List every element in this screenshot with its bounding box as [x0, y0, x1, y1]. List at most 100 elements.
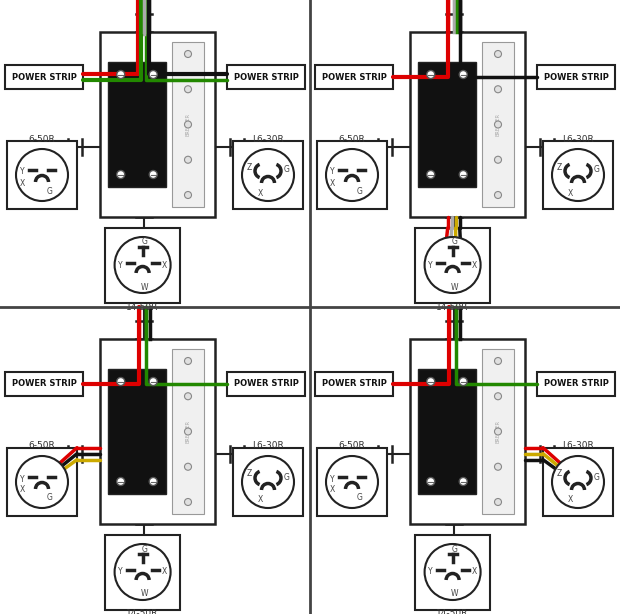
FancyBboxPatch shape — [233, 448, 303, 516]
Text: G: G — [451, 545, 458, 553]
Circle shape — [495, 499, 502, 505]
FancyBboxPatch shape — [418, 62, 476, 187]
FancyBboxPatch shape — [5, 65, 83, 89]
Text: W: W — [141, 282, 148, 292]
Text: 6-50R: 6-50R — [339, 441, 365, 451]
Text: X: X — [472, 567, 477, 577]
Circle shape — [427, 71, 435, 79]
Circle shape — [185, 156, 192, 163]
Text: BREAKER: BREAKER — [495, 420, 500, 443]
FancyBboxPatch shape — [105, 535, 180, 610]
Circle shape — [427, 378, 435, 386]
Text: X: X — [257, 495, 263, 505]
Circle shape — [16, 456, 68, 508]
FancyBboxPatch shape — [315, 65, 393, 89]
Circle shape — [459, 171, 467, 179]
Text: Y: Y — [428, 567, 433, 577]
Text: POWER STRIP: POWER STRIP — [322, 72, 386, 82]
Circle shape — [117, 71, 125, 79]
FancyBboxPatch shape — [100, 339, 215, 524]
Text: L6-30R: L6-30R — [562, 134, 594, 144]
Circle shape — [185, 357, 192, 365]
Text: Z: Z — [246, 470, 252, 478]
Circle shape — [326, 456, 378, 508]
Text: X: X — [162, 260, 167, 270]
Circle shape — [149, 171, 157, 179]
Text: Y: Y — [428, 260, 433, 270]
Circle shape — [185, 463, 192, 470]
Text: 14-50R: 14-50R — [436, 610, 469, 614]
Text: POWER STRIP: POWER STRIP — [12, 72, 76, 82]
FancyBboxPatch shape — [317, 141, 387, 209]
Circle shape — [149, 378, 157, 386]
FancyBboxPatch shape — [172, 42, 204, 207]
Circle shape — [495, 86, 502, 93]
Circle shape — [242, 149, 294, 201]
Text: X: X — [162, 567, 167, 577]
FancyBboxPatch shape — [172, 349, 204, 514]
Circle shape — [495, 463, 502, 470]
Text: Y: Y — [118, 260, 123, 270]
FancyBboxPatch shape — [315, 372, 393, 396]
Circle shape — [185, 86, 192, 93]
Circle shape — [185, 428, 192, 435]
Text: G: G — [357, 187, 363, 195]
Circle shape — [16, 149, 68, 201]
Text: Y: Y — [118, 567, 123, 577]
Text: Y: Y — [330, 475, 334, 483]
Text: POWER STRIP: POWER STRIP — [234, 72, 298, 82]
Circle shape — [495, 393, 502, 400]
Circle shape — [552, 149, 604, 201]
Circle shape — [425, 544, 480, 600]
Text: Y: Y — [20, 168, 24, 176]
Circle shape — [185, 192, 192, 198]
Circle shape — [427, 171, 435, 179]
Text: 6-50R: 6-50R — [339, 134, 365, 144]
Circle shape — [117, 478, 125, 486]
Text: G: G — [284, 166, 290, 174]
Circle shape — [552, 456, 604, 508]
Circle shape — [495, 121, 502, 128]
Circle shape — [495, 428, 502, 435]
Text: G: G — [141, 238, 148, 246]
Text: W: W — [451, 589, 458, 599]
FancyBboxPatch shape — [233, 141, 303, 209]
FancyBboxPatch shape — [108, 62, 166, 187]
Text: Z: Z — [246, 163, 252, 171]
Text: W: W — [141, 589, 148, 599]
FancyBboxPatch shape — [543, 448, 613, 516]
Text: G: G — [594, 473, 600, 481]
Text: L6-30R: L6-30R — [562, 441, 594, 451]
FancyBboxPatch shape — [482, 42, 514, 207]
Circle shape — [115, 237, 171, 293]
Text: G: G — [451, 238, 458, 246]
Circle shape — [326, 149, 378, 201]
Circle shape — [242, 456, 294, 508]
Text: POWER STRIP: POWER STRIP — [544, 72, 608, 82]
Text: X: X — [567, 188, 573, 198]
Circle shape — [495, 357, 502, 365]
Text: BREAKER: BREAKER — [495, 113, 500, 136]
Text: Z: Z — [556, 163, 562, 171]
Text: POWER STRIP: POWER STRIP — [544, 379, 608, 389]
Circle shape — [149, 71, 157, 79]
FancyBboxPatch shape — [415, 228, 490, 303]
Circle shape — [495, 50, 502, 58]
Text: 14-50R: 14-50R — [126, 303, 159, 311]
Text: X: X — [329, 179, 335, 187]
Text: X: X — [257, 188, 263, 198]
Text: Y: Y — [20, 475, 24, 483]
FancyBboxPatch shape — [415, 535, 490, 610]
Circle shape — [495, 156, 502, 163]
Text: G: G — [47, 494, 53, 502]
FancyBboxPatch shape — [537, 65, 615, 89]
FancyBboxPatch shape — [105, 228, 180, 303]
FancyBboxPatch shape — [100, 32, 215, 217]
Text: G: G — [284, 473, 290, 481]
Circle shape — [185, 393, 192, 400]
Circle shape — [149, 478, 157, 486]
Text: G: G — [47, 187, 53, 195]
Circle shape — [117, 171, 125, 179]
Circle shape — [185, 121, 192, 128]
Circle shape — [185, 50, 192, 58]
